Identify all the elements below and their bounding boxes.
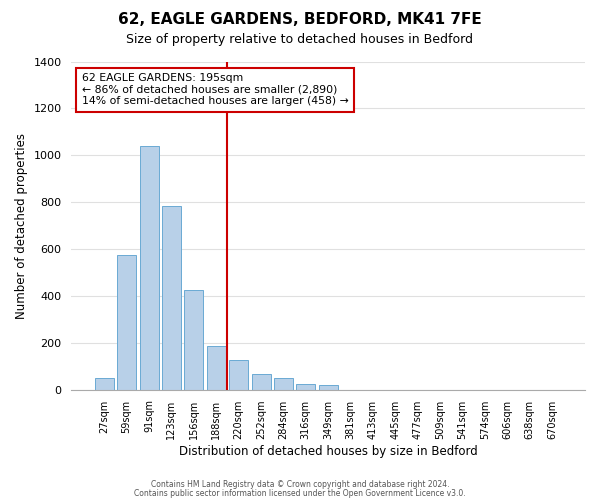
Y-axis label: Number of detached properties: Number of detached properties: [15, 132, 28, 318]
Bar: [319, 385, 338, 390]
Bar: [140, 146, 158, 390]
Bar: [117, 255, 136, 390]
Text: Contains public sector information licensed under the Open Government Licence v3: Contains public sector information licen…: [134, 489, 466, 498]
Bar: [251, 374, 271, 390]
Text: Size of property relative to detached houses in Bedford: Size of property relative to detached ho…: [127, 32, 473, 46]
Text: 62 EAGLE GARDENS: 195sqm
← 86% of detached houses are smaller (2,890)
14% of sem: 62 EAGLE GARDENS: 195sqm ← 86% of detach…: [82, 73, 349, 106]
Bar: [184, 290, 203, 390]
Bar: [274, 378, 293, 390]
Text: 62, EAGLE GARDENS, BEDFORD, MK41 7FE: 62, EAGLE GARDENS, BEDFORD, MK41 7FE: [118, 12, 482, 28]
Bar: [95, 378, 114, 390]
Bar: [296, 384, 316, 390]
Bar: [162, 206, 181, 390]
Text: Contains HM Land Registry data © Crown copyright and database right 2024.: Contains HM Land Registry data © Crown c…: [151, 480, 449, 489]
X-axis label: Distribution of detached houses by size in Bedford: Distribution of detached houses by size …: [179, 444, 478, 458]
Bar: [207, 346, 226, 390]
Bar: [229, 360, 248, 390]
